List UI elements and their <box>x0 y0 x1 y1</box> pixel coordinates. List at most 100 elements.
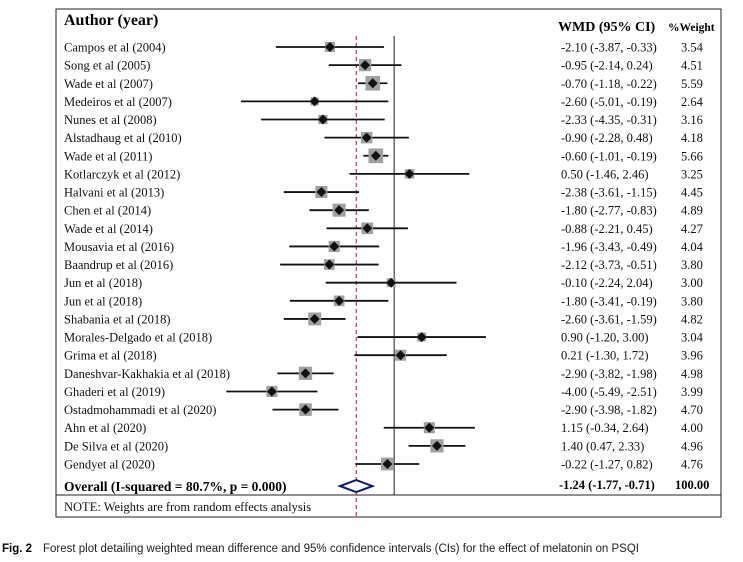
ci-value: -2.60 (-5.01, -0.19) <box>561 95 657 109</box>
ci-value: -2.90 (-3.98, -1.82) <box>561 403 657 417</box>
header-weight: %Weight <box>668 22 715 34</box>
ci-value: 1.40 (0.47, 2.33) <box>561 439 644 453</box>
point-estimate <box>334 295 345 306</box>
study-label: Song et al (2005) <box>64 59 150 73</box>
study-label: Ahn et al (2020) <box>64 421 146 435</box>
study-row: Ghaderi et al (2019) -4.00 (-5.49, -2.51)… <box>64 385 703 399</box>
weight-value: 4.45 <box>681 186 703 200</box>
weight-value: 4.89 <box>681 204 703 218</box>
ci-value: -2.60 (-3.61, -1.59) <box>561 312 657 326</box>
study-label: Halvani et al (2013) <box>64 186 164 200</box>
study-row: Mousavia et al (2016) -1.96 (-3.43, -0.49… <box>64 240 704 254</box>
weight-value: 3.16 <box>681 113 703 127</box>
study-label: Chen et al (2014) <box>64 204 151 218</box>
study-label: Gendyet al (2020) <box>64 457 155 471</box>
header-study: Author (year) <box>64 12 158 29</box>
point-estimate <box>386 277 397 288</box>
point-estimate <box>370 150 381 161</box>
ci-value: -2.38 (-3.61, -1.15) <box>561 186 657 200</box>
point-estimate <box>329 241 340 252</box>
study-label: Morales-Delgado et al (2018) <box>64 331 212 345</box>
study-label: Ostadmohammadi et al (2020) <box>64 403 216 417</box>
ci-value: 0.21 (-1.30, 1.72) <box>561 349 649 363</box>
study-row: Grima et al (2018) 0.21 (-1.30, 1.72) 3.96 <box>64 349 703 363</box>
weight-value: 5.59 <box>681 77 703 91</box>
study-label: Jun et al (2018) <box>64 294 142 308</box>
point-estimate <box>362 223 373 234</box>
point-estimate <box>367 78 378 89</box>
study-label: Wade et al (2011) <box>64 149 152 163</box>
plot-frame <box>55 8 722 518</box>
weight-value: 4.04 <box>681 240 704 254</box>
ci-value: -4.00 (-5.49, -2.51) <box>561 385 657 399</box>
ci-value: -1.80 (-2.77, -0.83) <box>561 204 657 218</box>
header-effect: WMD (95% CI) <box>558 20 656 35</box>
study-row: Ostadmohammadi et al (2020) -2.90 (-3.98,… <box>64 403 703 417</box>
study-label: Shabania et al (2018) <box>64 312 171 326</box>
weight-value: 3.80 <box>681 258 703 272</box>
study-label: Baandrup et al (2016) <box>64 258 173 272</box>
study-row: Wade et al (2014) -0.88 (-2.21, 0.45) 4.27 <box>64 222 703 236</box>
ci-value: 0.90 (-1.20, 3.00) <box>561 331 649 345</box>
ci-value: -0.95 (-2.14, 0.24) <box>561 59 653 73</box>
point-estimate <box>324 42 335 52</box>
point-estimate <box>431 440 442 451</box>
study-row: Campos et al (2004) -2.10 (-3.87, -0.33) 3… <box>64 41 704 55</box>
point-estimate <box>266 386 277 397</box>
weight-value: 4.27 <box>681 222 703 236</box>
ci-value: -0.22 (-1.27, 0.82) <box>561 457 653 471</box>
ci-value: 0.50 (-1.46, 2.46) <box>561 167 649 181</box>
study-label: Medeiros et al (2007) <box>64 95 172 109</box>
study-row: Halvani et al (2013) -2.38 (-3.61, -1.15)… <box>64 186 703 200</box>
study-row: Wade et al (2007) -0.70 (-1.18, -0.22) 5.5… <box>64 75 703 91</box>
ci-value: -0.60 (-1.01, -0.19) <box>561 149 657 163</box>
study-row: Wade et al (2011) -0.60 (-1.01, -0.19) 5.6… <box>64 148 703 163</box>
weight-value: 4.70 <box>681 403 703 417</box>
weight-value: 3.80 <box>681 294 703 308</box>
study-row: Chen et al (2014) -1.80 (-2.77, -0.83) 4.8… <box>64 203 703 218</box>
point-estimate <box>361 132 372 143</box>
ci-value: -1.96 (-3.43, -0.49) <box>561 240 657 254</box>
study-label: Campos et al (2004) <box>64 41 166 55</box>
study-row: Song et al (2005) -0.95 (-2.14, 0.24) 4.51 <box>64 59 703 73</box>
point-estimate <box>309 96 320 107</box>
study-row: De Silva et al (2020) 1.40 (0.47, 2.33) 4.… <box>64 439 703 453</box>
weight-value: 3.96 <box>681 349 703 363</box>
study-row: Alstadhaug et al (2010) -0.90 (-2.28, 0.4… <box>64 131 703 145</box>
weight-value: 3.54 <box>681 41 704 55</box>
study-label: Kotlarczyk et al (2012) <box>64 167 180 181</box>
overall-weight-value: 100.00 <box>675 478 709 492</box>
ci-value: -0.10 (-2.24, 2.04) <box>561 276 653 290</box>
ci-value: -2.10 (-3.87, -0.33) <box>561 41 657 55</box>
study-label: Jun et al (2018) <box>64 276 142 290</box>
caption-prefix: Fig. 2 <box>2 543 32 555</box>
weight-value: 3.99 <box>681 385 703 399</box>
point-estimate <box>360 60 371 71</box>
weight-value: 4.82 <box>681 312 703 326</box>
study-row: Morales-Delgado et al (2018) 0.90 (-1.20,… <box>64 331 704 345</box>
weight-value: 4.76 <box>681 457 703 471</box>
study-label: Mousavia et al (2016) <box>64 240 174 254</box>
study-row: Nunes et al (2008) -2.33 (-4.35, -0.31) 3.… <box>64 113 703 127</box>
point-estimate <box>395 350 406 361</box>
study-label: Wade et al (2007) <box>64 77 153 91</box>
ci-value: -2.12 (-3.73, -0.51) <box>561 258 657 272</box>
study-label: Alstadhaug et al (2010) <box>64 131 182 145</box>
ci-value: -2.33 (-4.35, -0.31) <box>561 113 657 127</box>
study-label: Ghaderi et al (2019) <box>64 385 165 399</box>
weight-value: 3.25 <box>681 167 703 181</box>
ci-value: -2.90 (-3.82, -1.98) <box>561 367 657 381</box>
study-row: Baandrup et al (2016) -2.12 (-3.73, -0.51… <box>64 258 703 272</box>
point-estimate <box>404 168 415 179</box>
weight-value: 4.96 <box>681 439 703 453</box>
study-label: Daneshvar-Kakhakia et al (2018) <box>64 367 230 381</box>
ci-value: -0.70 (-1.18, -0.22) <box>561 77 657 91</box>
point-estimate <box>416 332 427 343</box>
overall-label: Overall (I-squared = 80.7%, p = 0.000) <box>64 479 287 494</box>
study-row: Jun et al (2018) -0.10 (-2.24, 2.04) 3.00 <box>64 276 703 290</box>
weight-value: 4.18 <box>681 131 703 145</box>
weight-value: 4.51 <box>681 59 703 73</box>
study-row: Kotlarczyk et al (2012) 0.50 (-1.46, 2.46… <box>64 167 703 181</box>
study-label: Grima et al (2018) <box>64 349 157 363</box>
